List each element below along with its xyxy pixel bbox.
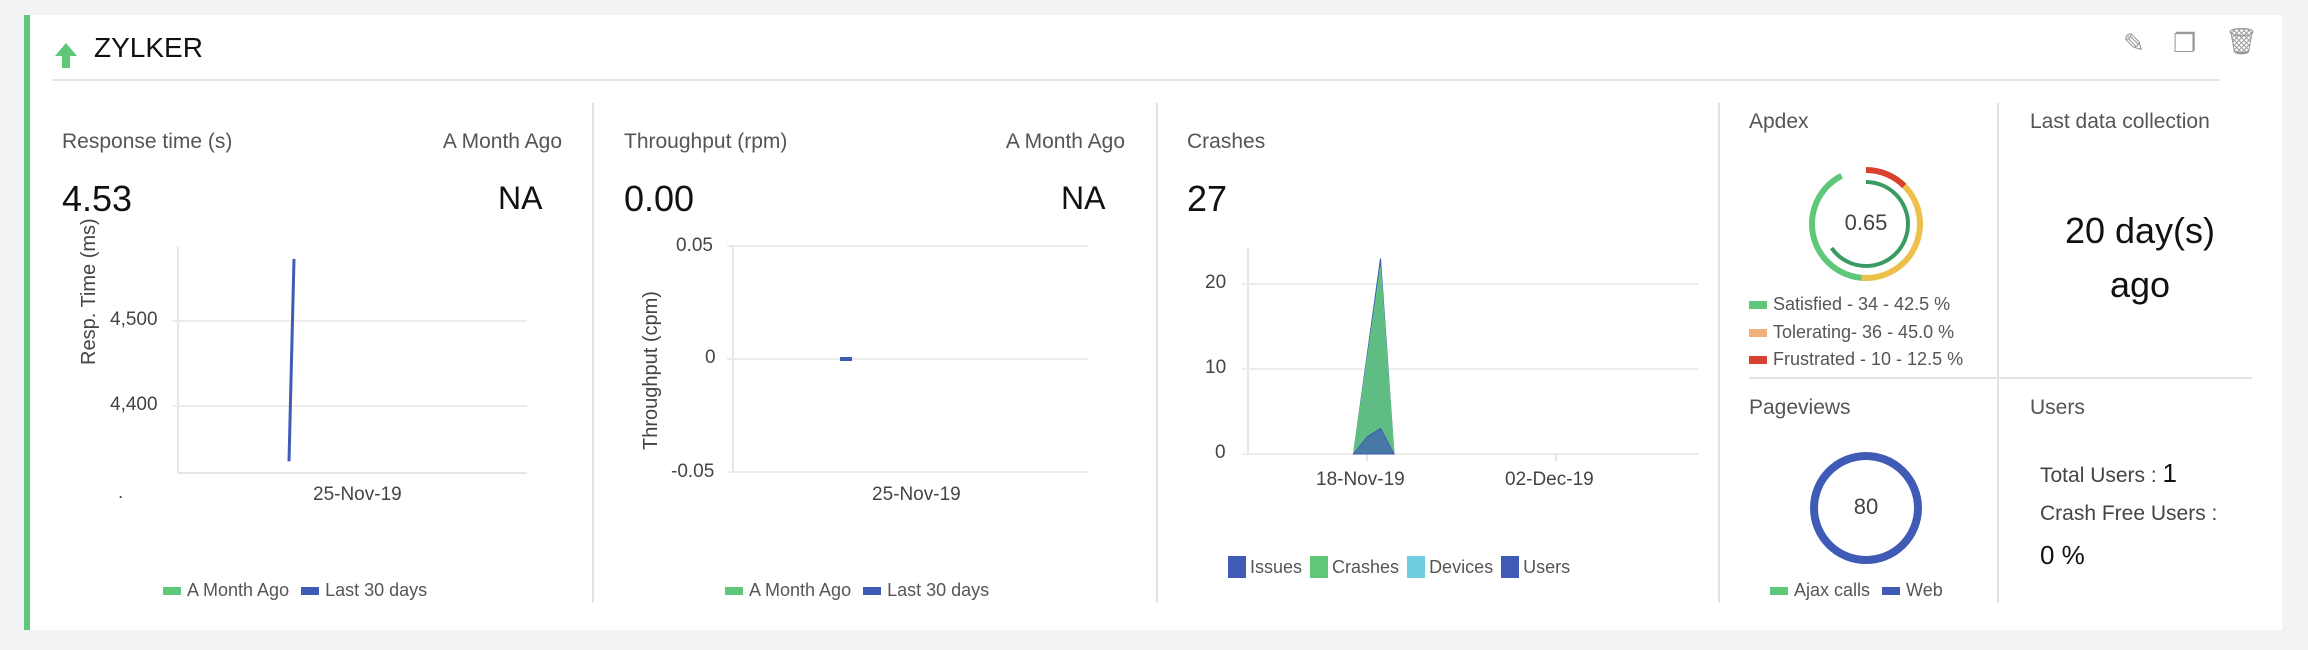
x-tick: 25-Nov-19: [313, 484, 402, 505]
copy-icon[interactable]: ❐: [2173, 28, 2197, 58]
total-users-label: Total Users: [2040, 464, 2146, 487]
throughput-label: Throughput (rpm): [624, 130, 788, 153]
pageviews-value: 80: [1853, 494, 1879, 519]
app-widget-card: [24, 15, 2282, 630]
pageviews-label: Pageviews: [1749, 396, 1851, 419]
total-users-value: 1: [2162, 458, 2178, 488]
crashes-value: 27: [1187, 178, 1228, 219]
legend-item[interactable]: Last 30 days: [325, 580, 428, 600]
legend-label: Satisfied - 34 - 42.5 %: [1773, 294, 1951, 314]
apdex-legend-item: Frustrated - 10 - 12.5 %: [1749, 349, 1963, 370]
total-users: Total Users : 1: [2040, 458, 2178, 488]
divider: [1718, 103, 1720, 603]
crash-free-users-label: Crash Free Users: [2040, 502, 2206, 525]
chart-legend: A Month Ago Last 30 days: [725, 580, 989, 601]
throughput-compare-label: A Month Ago: [1005, 130, 1125, 153]
crash-free-users: Crash Free Users :: [2040, 502, 2218, 525]
apdex-score: 0.65: [1844, 210, 1888, 235]
x-tick: 25-Nov-19: [872, 484, 961, 505]
response-compare-label: A Month Ago: [442, 130, 562, 153]
y-tick: 4,500: [110, 309, 158, 330]
legend-item[interactable]: Ajax calls: [1794, 580, 1871, 600]
legend-item[interactable]: Web: [1906, 580, 1943, 600]
series-line-last-30-days: [287, 258, 296, 462]
chart-legend: Ajax calls Web: [1770, 580, 1943, 601]
last-collection-value-suffix: ago: [2109, 264, 2171, 305]
chart-legend: Issues Crashes Devices Users: [1228, 556, 1570, 578]
y-tick: -0.05: [671, 461, 715, 482]
throughput-compare-value: NA: [1061, 180, 1106, 216]
divider: [592, 103, 594, 603]
users-label: Users: [2030, 396, 2085, 419]
area-users: [1352, 427, 1395, 455]
header-divider: [52, 79, 2220, 81]
apdex-label: Apdex: [1749, 110, 1809, 133]
crash-free-users-value: 0 %: [2040, 540, 2085, 570]
y-tick: 20: [1205, 272, 1227, 293]
widget-title: ZYLKER: [94, 32, 203, 63]
throughput-value: 0.00: [624, 178, 695, 219]
divider: [1997, 103, 1999, 603]
x-tick: .: [118, 482, 124, 503]
data-point-last-30-days: [840, 357, 852, 361]
edit-icon[interactable]: ✎: [2123, 28, 2145, 58]
legend-item[interactable]: Issues: [1250, 556, 1303, 577]
chart-legend: A Month Ago Last 30 days: [163, 580, 427, 601]
legend-item[interactable]: Devices: [1429, 556, 1494, 577]
legend-item[interactable]: Crashes: [1332, 556, 1400, 577]
y-tick: 10: [1205, 357, 1227, 378]
apdex-legend-item: Tolerating- 36 - 45.0 %: [1749, 322, 1954, 343]
response-compare-value: NA: [498, 180, 543, 216]
response-time-label: Response time (s): [62, 130, 233, 153]
y-tick: 0.05: [676, 235, 713, 256]
y-tick: 0: [1215, 442, 1226, 463]
legend-label: Frustrated - 10 - 12.5 %: [1773, 349, 1964, 369]
legend-item[interactable]: A Month Ago: [749, 580, 852, 600]
apdex-legend-item: Satisfied - 34 - 42.5 %: [1749, 294, 1950, 315]
legend-item[interactable]: Users: [1523, 556, 1571, 577]
crashes-label: Crashes: [1187, 130, 1266, 153]
trash-icon[interactable]: 🗑: [2225, 26, 2259, 56]
last-collection-value: 20 day(s): [2064, 210, 2216, 251]
response-time-value: 4.53: [62, 178, 133, 219]
last-collection-label: Last data collection: [2030, 110, 2210, 133]
x-tick: 18-Nov-19: [1316, 469, 1405, 490]
legend-label: Tolerating- 36 - 45.0 %: [1773, 322, 1955, 342]
y-tick: 4,400: [110, 394, 158, 415]
legend-item[interactable]: Last 30 days: [887, 580, 990, 600]
y-tick: 0: [705, 347, 716, 368]
x-tick: 02-Dec-19: [1505, 469, 1594, 490]
divider: [1156, 103, 1158, 603]
legend-item[interactable]: A Month Ago: [187, 580, 290, 600]
divider: [1749, 377, 2252, 379]
